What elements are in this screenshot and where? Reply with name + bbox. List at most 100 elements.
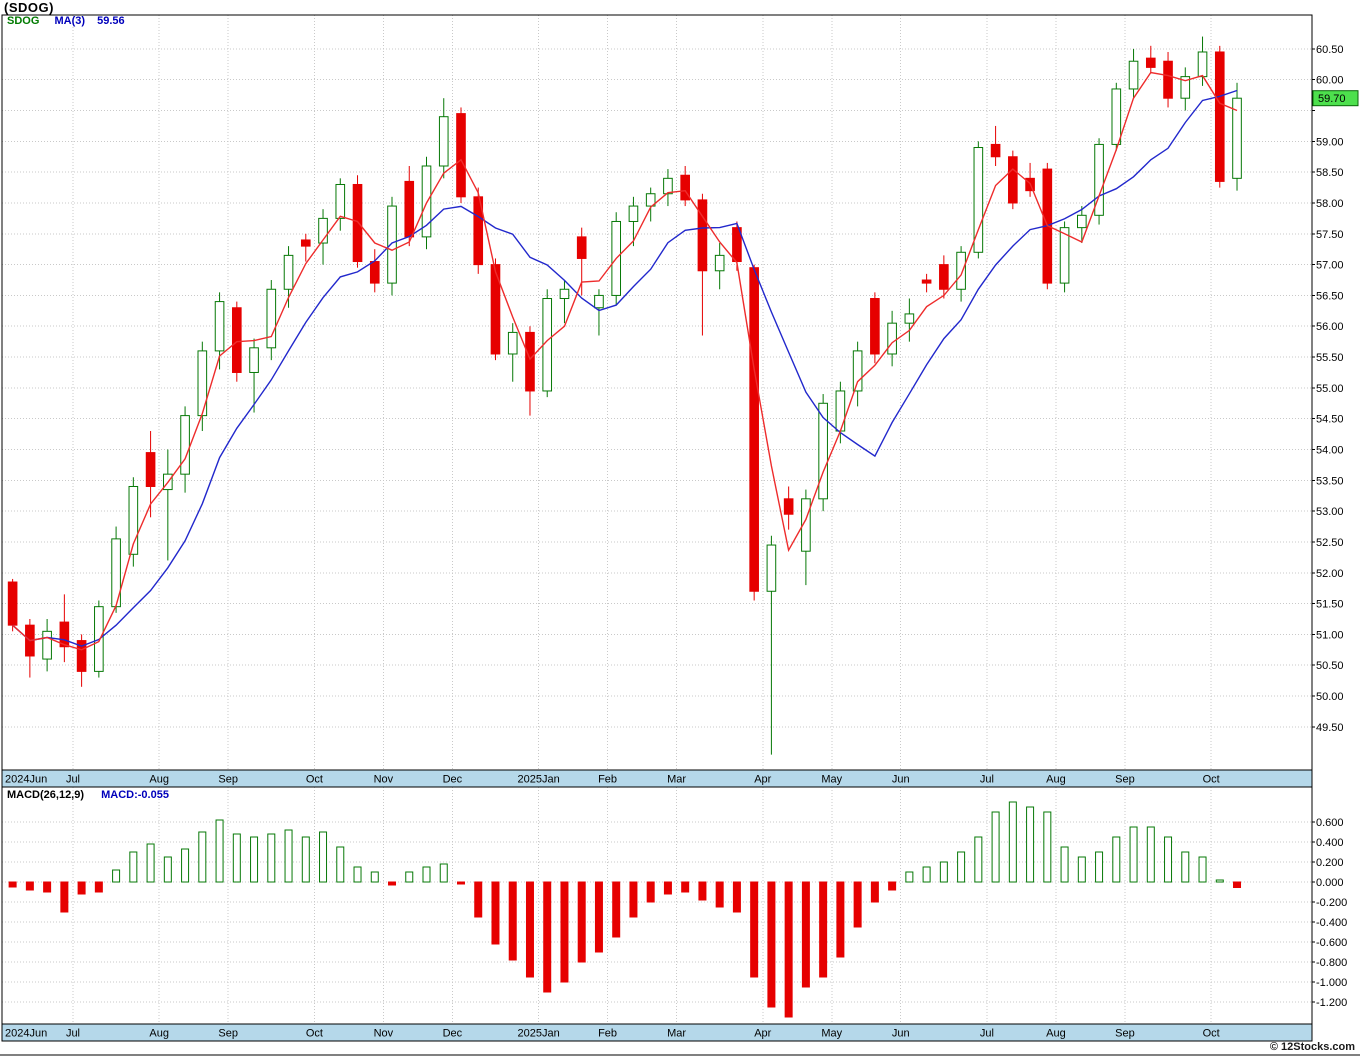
x-axis-label: 2025Jan [517,774,559,786]
x-axis-label: Mar [667,1028,686,1040]
price-axis-label: 51.00 [1316,629,1344,641]
candle-body [1111,88,1122,145]
x-axis-label: Aug [1046,1028,1066,1040]
candle-body [749,267,759,592]
x-axis-label: Jun [892,1028,910,1040]
candle-body [990,143,1001,158]
macd-bar [370,871,379,883]
macd-bar [836,881,845,958]
last-price-tag [1312,90,1359,107]
macd-bar [991,811,1000,883]
candle-body [680,174,690,201]
candle-body [387,205,397,284]
candle-body [576,236,587,259]
macd-axis-label: -1.000 [1316,977,1347,989]
macd-bar [232,833,241,883]
macd-bar [974,836,983,883]
macd-axis-label: -0.800 [1316,957,1347,969]
x-axis-label: Mar [667,774,686,786]
macd-bar [922,866,931,883]
macd-bar [1181,851,1190,883]
macd-bar [784,881,793,1018]
candle-body [835,390,846,432]
macd-bar [1043,811,1052,883]
x-axis-label: Apr [754,1028,771,1040]
candle-body [231,307,242,373]
price-axis-label: 54.00 [1316,445,1344,457]
price-axis-label: 53.50 [1316,475,1344,487]
price-axis-label: 56.00 [1316,321,1344,333]
candle-body [1077,214,1087,229]
candle-body [335,183,346,219]
macd-bar [939,861,948,883]
macd-bar [1077,856,1086,883]
x-axis-label: May [821,1028,842,1040]
candle-body [783,498,794,515]
candle-body [197,350,208,417]
macd-bar [456,881,465,885]
candle-body [76,640,87,672]
macd-bar [181,848,190,883]
candle-body [42,630,52,660]
x-axis-label: Sep [218,774,238,786]
macd-axis-label: 0.200 [1316,857,1344,869]
ma-slow-line [12,89,1238,647]
candle-body [180,415,190,475]
x-axis-label: Aug [149,774,169,786]
candle-body [507,331,518,355]
macd-bar [853,881,862,928]
x-axis-label: Sep [218,1028,238,1040]
candle-body [939,264,949,290]
price-axis-label: 60.00 [1316,75,1344,87]
macd-axis-label: 0.400 [1316,837,1344,849]
macd-bar [301,836,310,883]
x-axis-label: Oct [306,1028,323,1040]
x-axis-label: Feb [598,1028,617,1040]
macd-bar [77,881,86,895]
macd-bar [732,881,741,913]
price-axis-label: 57.50 [1316,229,1344,241]
x-axis-label: Sep [1115,774,1135,786]
candle-body [870,298,880,355]
macd-bar [336,846,345,883]
last-price-value: 59.70 [1318,93,1346,105]
macd-bar [163,856,172,883]
candle-body [1163,60,1173,99]
candle-body [645,193,656,207]
candle-body [973,147,984,253]
macd-bar [715,881,724,908]
macd-bar [43,881,52,893]
candle-body [266,288,277,349]
candle-body [852,350,863,392]
candle-body [1232,97,1242,179]
candle-body [1094,143,1104,216]
price-legend: SDOG MA(3) 59.56 [7,15,125,27]
price-axis-label: 60.50 [1316,44,1344,56]
macd-bar [8,881,17,888]
candle-body [456,113,466,198]
macd-axis-label: 0.000 [1316,877,1344,889]
candle-body [801,498,811,552]
price-axis-label: 55.50 [1316,352,1344,364]
legend-ma-value: 59.56 [97,15,125,27]
macd-legend: MACD(26,12,9) MACD:-0.055 [7,789,169,801]
macd-bar [905,871,914,883]
macd-bar [1198,856,1207,883]
price-axis-label: 50.50 [1316,660,1344,672]
macd-bar [888,881,897,891]
chart-title: (SDOG) [4,0,54,15]
macd-bar [1008,801,1017,883]
macd-bar [1164,836,1173,883]
price-axis-label: 58.50 [1316,167,1344,179]
legend-ma-label: MA(3) [54,15,86,27]
candle-body [904,313,915,324]
macd-legend-params: MACD(26,12,9) [7,789,85,801]
x-axis-label: Jul [980,774,994,786]
candle-body [1128,60,1139,90]
x-axis-label: Oct [1203,774,1220,786]
macd-bar [267,833,276,883]
macd-bar [1129,826,1138,883]
x-axis-label: Jun [892,774,910,786]
candle-body [1059,227,1070,284]
candle-body [1145,57,1156,68]
